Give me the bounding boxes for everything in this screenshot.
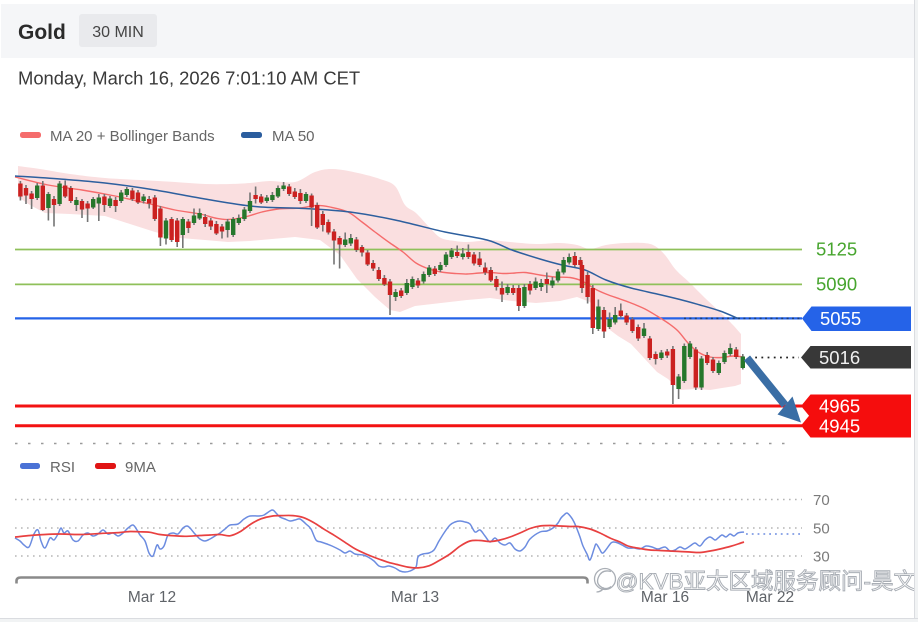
svg-text:5055: 5055 xyxy=(820,308,861,329)
svg-text:5090: 5090 xyxy=(816,274,857,295)
svg-text:Gold: Gold xyxy=(18,21,66,44)
svg-text:MA 20 + Bollinger Bands: MA 20 + Bollinger Bands xyxy=(50,128,215,145)
svg-text:Monday, March 16, 2026 7:01:10: Monday, March 16, 2026 7:01:10 AM CET xyxy=(18,68,360,89)
svg-text:@KVB亚太区域服务顾问-昊文: @KVB亚太区域服务顾问-昊文 xyxy=(616,569,916,594)
svg-text:70: 70 xyxy=(813,492,830,509)
svg-text:30 MIN: 30 MIN xyxy=(92,24,144,41)
svg-text:Mar 13: Mar 13 xyxy=(391,589,439,606)
svg-text:Mar 22: Mar 22 xyxy=(746,589,794,606)
svg-text:Mar 12: Mar 12 xyxy=(128,589,176,606)
svg-text:5016: 5016 xyxy=(819,347,860,368)
svg-text:30: 30 xyxy=(813,549,830,566)
svg-text:5125: 5125 xyxy=(816,239,857,260)
svg-text:Mar 16: Mar 16 xyxy=(641,589,689,606)
svg-text:50: 50 xyxy=(813,521,830,538)
svg-text:9MA: 9MA xyxy=(125,459,156,476)
svg-text:4945: 4945 xyxy=(819,416,860,437)
svg-text:RSI: RSI xyxy=(50,459,75,476)
svg-text:MA 50: MA 50 xyxy=(272,128,315,145)
svg-text:4965: 4965 xyxy=(819,396,860,417)
